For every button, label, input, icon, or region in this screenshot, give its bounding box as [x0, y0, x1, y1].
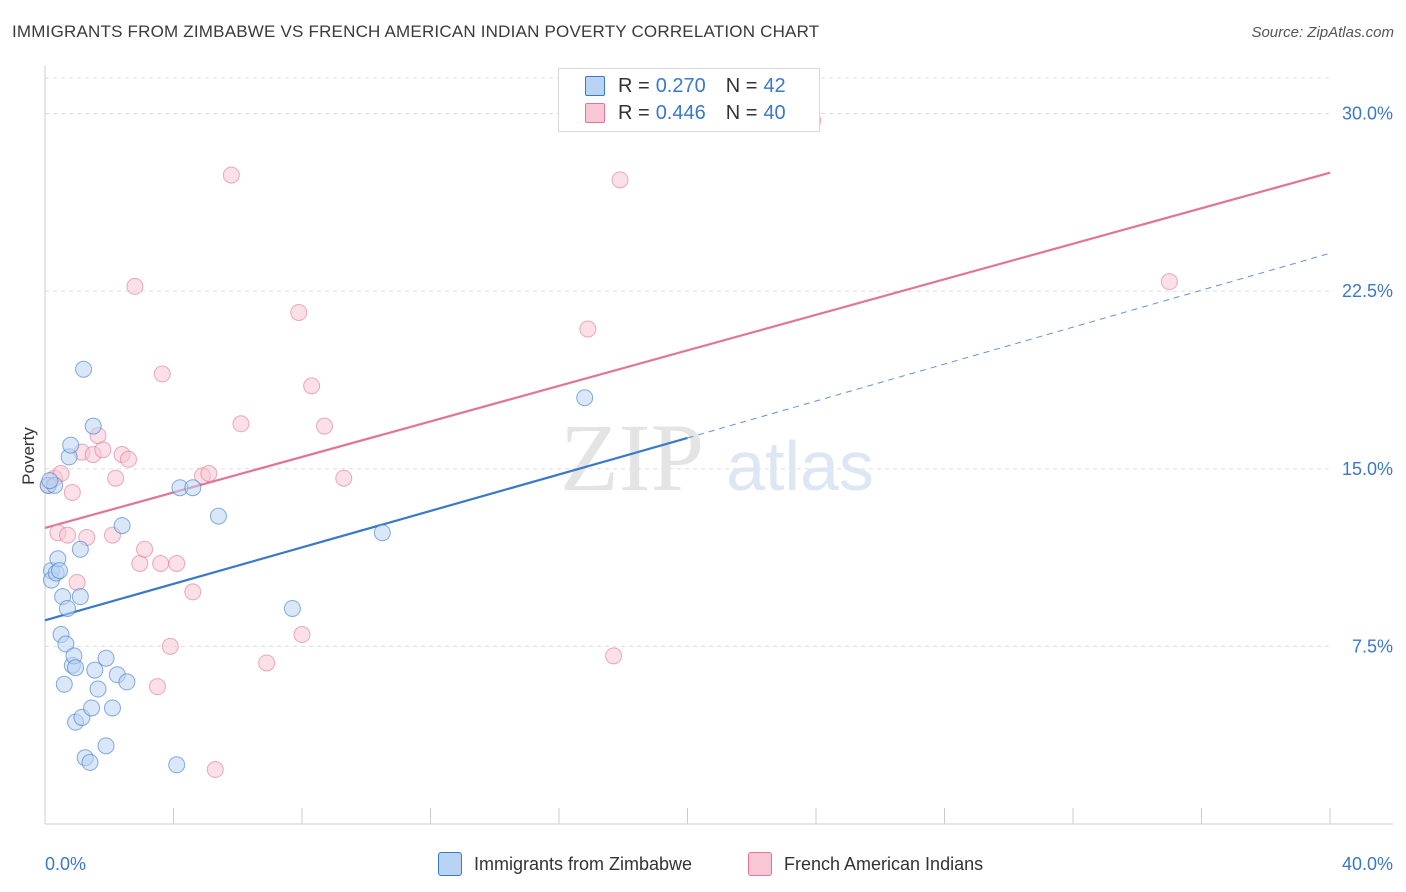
n-value: 40 [763, 101, 786, 124]
grid-lines [45, 77, 1330, 647]
x-tick-label: 40.0% [1342, 854, 1393, 874]
stats-box: R = 0.270 N = 42 R = 0.446 N = 40 [558, 68, 820, 132]
point-french-american-indians [315, 417, 333, 435]
r-label: R = [618, 74, 650, 97]
point-french-american-indians [232, 415, 250, 433]
stats-row-zimbabwe: R = 0.270 N = 42 [559, 73, 786, 99]
watermark: ZIP atlas [560, 404, 874, 511]
point-zimbabwe [89, 680, 107, 698]
point-zimbabwe [71, 588, 89, 606]
point-zimbabwe [97, 737, 115, 755]
point-zimbabwe [184, 479, 202, 497]
point-zimbabwe [55, 675, 73, 693]
point-zimbabwe [113, 517, 131, 535]
point-zimbabwe [209, 507, 227, 525]
n-label: N = [725, 101, 758, 124]
point-french-american-indians [293, 626, 311, 644]
point-zimbabwe [71, 540, 89, 558]
pink-swatch-icon [748, 852, 772, 876]
point-french-american-indians [200, 464, 218, 482]
point-french-american-indians [184, 583, 202, 601]
tick-labels: 7.5% 15.0% 22.5% 30.0% 0.0% 40.0% Poverty [19, 104, 1393, 874]
point-zimbabwe [58, 599, 76, 617]
point-french-american-indians [258, 654, 276, 672]
legend-item-french-american-indians: French American Indians [748, 852, 983, 876]
point-french-american-indians [148, 678, 166, 696]
legend-label: Immigrants from Zimbabwe [474, 853, 693, 874]
point-french-american-indians [168, 554, 186, 572]
point-zimbabwe [83, 699, 101, 717]
r-value: 0.446 [655, 101, 706, 124]
point-zimbabwe [50, 562, 68, 580]
point-zimbabwe [86, 661, 104, 679]
watermark-zip: ZIP [560, 404, 704, 511]
r-label: R = [618, 101, 650, 124]
r-value: 0.270 [655, 74, 706, 97]
y-axis-label: Poverty [19, 427, 38, 485]
n-label: N = [725, 74, 758, 97]
trend-line-french-american-indians [44, 171, 1331, 530]
point-french-american-indians [335, 469, 353, 487]
point-french-american-indians [131, 554, 149, 572]
point-zimbabwe [118, 673, 136, 691]
point-french-american-indians [579, 320, 597, 338]
legend-label: French American Indians [784, 853, 984, 874]
point-french-american-indians [206, 761, 224, 779]
point-french-american-indians [605, 647, 623, 665]
watermark-atlas: atlas [726, 427, 874, 505]
trend-lines [44, 171, 1331, 622]
blue-swatch-icon [438, 852, 462, 876]
point-zimbabwe [41, 472, 59, 490]
point-french-american-indians [290, 303, 308, 321]
point-zimbabwe [67, 659, 85, 677]
point-french-american-indians [161, 637, 179, 655]
point-french-american-indians [63, 483, 81, 501]
source-label: Source: ZipAtlas.com [1251, 24, 1394, 41]
legend-item-zimbabwe: Immigrants from Zimbabwe [438, 852, 692, 876]
axes [44, 66, 1393, 825]
y-tick-label: 15.0% [1342, 459, 1393, 479]
point-zimbabwe [75, 360, 93, 378]
point-zimbabwe [57, 635, 75, 653]
chart-title: IMMIGRANTS FROM ZIMBABWE VS FRENCH AMERI… [12, 22, 820, 41]
point-zimbabwe [84, 417, 102, 435]
y-tick-label: 30.0% [1342, 104, 1393, 124]
point-zimbabwe [576, 389, 594, 407]
point-french-american-indians [58, 526, 76, 544]
point-french-american-indians [136, 540, 154, 558]
trend-line-zimbabwe [44, 436, 688, 622]
point-french-american-indians [611, 171, 629, 189]
point-zimbabwe [81, 753, 99, 771]
point-french-american-indians [152, 554, 170, 572]
point-french-american-indians [68, 573, 86, 591]
point-french-american-indians [94, 441, 112, 459]
pink-swatch-icon [585, 103, 605, 123]
stats-row-french-american-indians: R = 0.446 N = 40 [559, 100, 786, 126]
data-points [39, 112, 1178, 779]
point-french-american-indians [153, 365, 171, 383]
point-zimbabwe [62, 436, 80, 454]
point-zimbabwe [373, 524, 391, 542]
point-french-american-indians [126, 277, 144, 295]
point-french-american-indians [222, 166, 240, 184]
point-french-american-indians [107, 469, 125, 487]
y-tick-label: 7.5% [1352, 636, 1393, 656]
trend-line-zimbabwe-extension [687, 252, 1331, 439]
point-french-american-indians [120, 450, 138, 468]
x-tick-label: 0.0% [45, 854, 86, 874]
blue-swatch-icon [585, 76, 605, 96]
point-zimbabwe [97, 649, 115, 667]
y-tick-label: 22.5% [1342, 281, 1393, 301]
point-french-american-indians [1160, 273, 1178, 291]
point-zimbabwe [103, 699, 121, 717]
n-value: 42 [763, 74, 786, 97]
point-zimbabwe [283, 599, 301, 617]
point-french-american-indians [303, 377, 321, 395]
point-zimbabwe [168, 756, 186, 774]
